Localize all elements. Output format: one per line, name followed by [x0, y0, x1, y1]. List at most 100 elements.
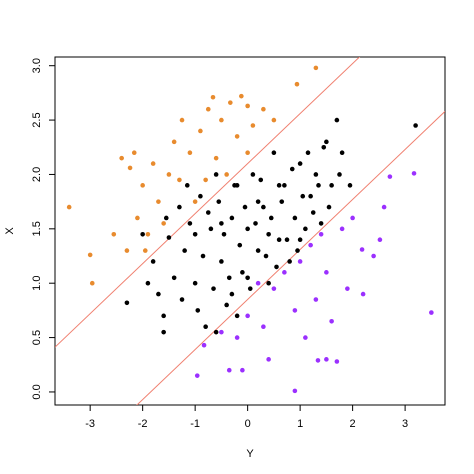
point [292, 388, 298, 394]
point [213, 329, 219, 335]
point [166, 172, 172, 177]
y-tick-label: 3.0 [31, 58, 43, 73]
point [228, 100, 233, 105]
point [127, 165, 133, 171]
point [347, 183, 353, 188]
point [142, 248, 148, 253]
point [315, 358, 321, 363]
point [203, 177, 208, 183]
point [198, 193, 203, 199]
point [201, 342, 207, 348]
point [318, 231, 324, 237]
x-tick-label: 2 [350, 418, 356, 430]
point [171, 139, 177, 145]
point [245, 103, 250, 109]
point [345, 286, 350, 291]
point [289, 166, 295, 172]
point [140, 183, 145, 188]
point [300, 193, 306, 199]
point [258, 177, 264, 183]
point [297, 259, 303, 264]
point [292, 215, 298, 221]
y-tick-label: 2.0 [31, 167, 43, 182]
point [119, 155, 124, 161]
point [145, 231, 151, 237]
point [161, 221, 166, 226]
point [124, 248, 130, 253]
x-tick-label: 3 [402, 418, 408, 430]
point [200, 253, 206, 259]
point [324, 357, 329, 362]
point [245, 313, 250, 319]
boundary-line [136, 111, 445, 405]
point [211, 286, 216, 291]
point [219, 329, 224, 335]
plot-area [55, 57, 445, 405]
point [271, 150, 277, 155]
point [313, 65, 319, 71]
point [329, 318, 334, 324]
point [187, 150, 193, 155]
point [87, 252, 93, 258]
point [234, 335, 240, 340]
point [295, 248, 300, 253]
point [387, 174, 393, 179]
point [297, 237, 303, 242]
point [124, 300, 130, 306]
point [250, 172, 256, 177]
point [219, 117, 224, 123]
point [221, 231, 227, 237]
point [166, 235, 172, 240]
point [219, 259, 224, 264]
point [321, 144, 327, 150]
point [274, 264, 279, 270]
point [226, 367, 232, 373]
point [213, 155, 219, 161]
point [171, 275, 177, 281]
point [216, 199, 222, 204]
point [324, 270, 329, 275]
point [255, 199, 261, 204]
y-tick-label: 1.5 [31, 221, 43, 236]
point [240, 270, 245, 275]
point [334, 359, 340, 364]
point [239, 93, 244, 99]
point [245, 275, 250, 281]
point [334, 117, 340, 123]
point [413, 123, 418, 128]
point [310, 210, 316, 215]
point [194, 373, 200, 378]
point [261, 106, 266, 112]
point [242, 204, 248, 210]
point [182, 248, 187, 253]
point [292, 308, 298, 313]
point [192, 199, 198, 204]
point [210, 94, 216, 100]
point [245, 226, 250, 232]
point [224, 302, 229, 308]
point [339, 150, 345, 155]
point [261, 204, 266, 210]
point [192, 280, 198, 286]
point [195, 308, 201, 313]
point [287, 259, 292, 264]
point [282, 183, 287, 188]
point [282, 270, 287, 275]
point [303, 335, 308, 340]
x-axis-label: Y [246, 448, 254, 460]
point [329, 183, 334, 188]
plot-frame [54, 56, 446, 406]
point [326, 204, 332, 210]
point [308, 193, 313, 199]
point [313, 297, 319, 302]
point [294, 81, 300, 87]
point [226, 275, 232, 281]
point [184, 183, 190, 188]
point [266, 231, 271, 237]
point [303, 226, 308, 232]
point [268, 215, 274, 221]
point [313, 172, 319, 177]
point [271, 286, 277, 291]
point [429, 310, 434, 315]
